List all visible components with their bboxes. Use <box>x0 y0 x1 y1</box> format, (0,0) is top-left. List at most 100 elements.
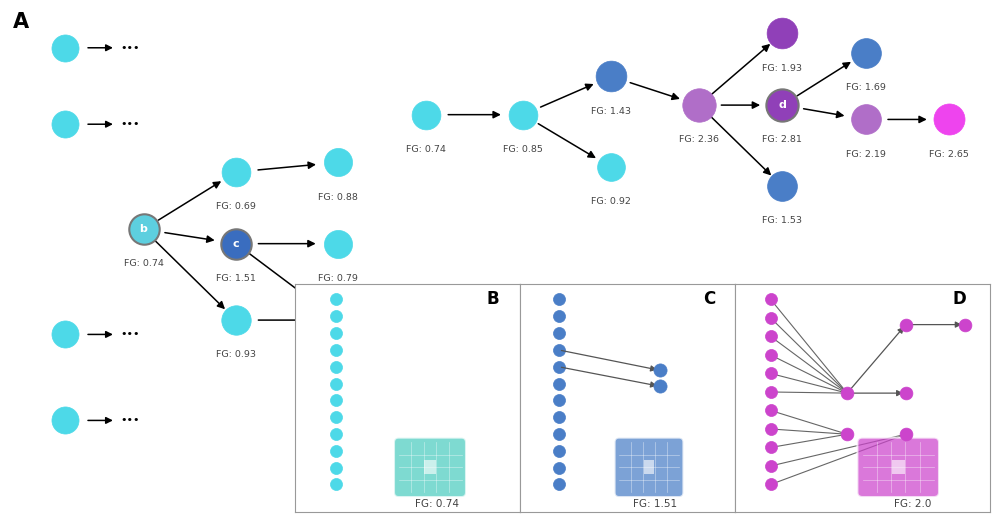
Point <box>551 480 567 489</box>
Text: FG: 0.74: FG: 0.74 <box>406 145 446 154</box>
Point <box>652 382 668 391</box>
Point <box>551 329 567 338</box>
Text: FG: 2.81: FG: 2.81 <box>762 135 802 144</box>
Point <box>328 447 344 455</box>
Point <box>551 413 567 422</box>
Point <box>551 312 567 320</box>
Text: FG: 1.43: FG: 1.43 <box>591 107 631 116</box>
Point <box>774 29 790 38</box>
Text: A: A <box>13 12 29 32</box>
Text: •••: ••• <box>120 415 140 425</box>
Point <box>330 392 346 401</box>
Text: FG: 1.69: FG: 1.69 <box>846 82 886 92</box>
Point <box>763 425 779 433</box>
Text: FG: 0.92: FG: 0.92 <box>591 197 631 206</box>
Text: •••: ••• <box>120 329 140 340</box>
Point <box>328 312 344 320</box>
Point <box>763 462 779 470</box>
Text: FG: 0.74: FG: 0.74 <box>415 499 459 509</box>
Bar <box>424 460 436 475</box>
Text: d: d <box>778 100 786 110</box>
Point <box>330 158 346 166</box>
Point <box>956 320 972 329</box>
Text: b: b <box>140 224 147 234</box>
Text: FG: 0.85: FG: 0.85 <box>503 145 543 154</box>
Text: FG: 0.95: FG: 0.95 <box>318 427 358 436</box>
FancyBboxPatch shape <box>857 438 939 497</box>
Point <box>551 380 567 388</box>
Point <box>57 330 73 339</box>
Point <box>328 380 344 388</box>
Point <box>941 116 957 124</box>
Point <box>328 413 344 422</box>
Point <box>328 480 344 489</box>
Point <box>898 430 914 438</box>
Text: FG: 0.93: FG: 0.93 <box>318 350 358 359</box>
Point <box>763 369 779 377</box>
Point <box>774 101 790 109</box>
Point <box>858 48 874 57</box>
Text: c: c <box>233 239 239 249</box>
Text: D: D <box>953 290 966 308</box>
Point <box>551 346 567 354</box>
Point <box>652 366 668 374</box>
Text: B: B <box>487 290 499 308</box>
Point <box>551 396 567 405</box>
Point <box>763 443 779 452</box>
Point <box>603 163 619 171</box>
Text: FG: 0.69: FG: 0.69 <box>216 202 256 211</box>
Text: FG: 0.79: FG: 0.79 <box>318 274 358 283</box>
Point <box>136 225 152 234</box>
Text: FG: 0.93: FG: 0.93 <box>216 350 256 359</box>
Point <box>228 316 244 324</box>
FancyBboxPatch shape <box>394 438 466 497</box>
Point <box>763 406 779 415</box>
Point <box>328 396 344 405</box>
Bar <box>644 460 654 475</box>
Text: FG: 1.51: FG: 1.51 <box>633 499 677 509</box>
Point <box>763 351 779 359</box>
Point <box>603 72 619 81</box>
Point <box>328 430 344 438</box>
Text: FG: 1.51: FG: 1.51 <box>216 274 256 283</box>
Point <box>691 101 707 109</box>
Text: C: C <box>703 290 715 308</box>
FancyBboxPatch shape <box>615 438 683 497</box>
Point <box>57 120 73 129</box>
Text: FG: 2.0: FG: 2.0 <box>894 499 931 509</box>
Point <box>328 346 344 354</box>
Text: FG: 2.65: FG: 2.65 <box>929 150 969 159</box>
Point <box>228 168 244 176</box>
Point <box>328 464 344 472</box>
Point <box>328 295 344 303</box>
Point <box>858 116 874 124</box>
Point <box>418 110 434 119</box>
Text: FG: 1.53: FG: 1.53 <box>762 216 802 225</box>
Text: FG: 2.36: FG: 2.36 <box>679 135 719 144</box>
Point <box>763 480 779 489</box>
Point <box>839 389 855 397</box>
Point <box>898 389 914 397</box>
Text: •••: ••• <box>120 43 140 53</box>
Text: FG: 0.88: FG: 0.88 <box>318 193 358 202</box>
Point <box>330 239 346 248</box>
Text: FG: 0.74: FG: 0.74 <box>124 259 163 268</box>
Point <box>763 314 779 322</box>
Point <box>57 416 73 425</box>
Text: •••: ••• <box>120 119 140 129</box>
Point <box>551 430 567 438</box>
Point <box>551 295 567 303</box>
Point <box>330 316 346 324</box>
Bar <box>892 460 905 475</box>
Point <box>57 44 73 52</box>
Text: FG: 2.19: FG: 2.19 <box>846 150 886 159</box>
Point <box>551 363 567 371</box>
Point <box>763 332 779 341</box>
Point <box>839 430 855 438</box>
Point <box>551 447 567 455</box>
Point <box>898 320 914 329</box>
Point <box>763 388 779 396</box>
Point <box>515 110 531 119</box>
Text: FG: 1.93: FG: 1.93 <box>762 64 802 72</box>
Point <box>228 239 244 248</box>
